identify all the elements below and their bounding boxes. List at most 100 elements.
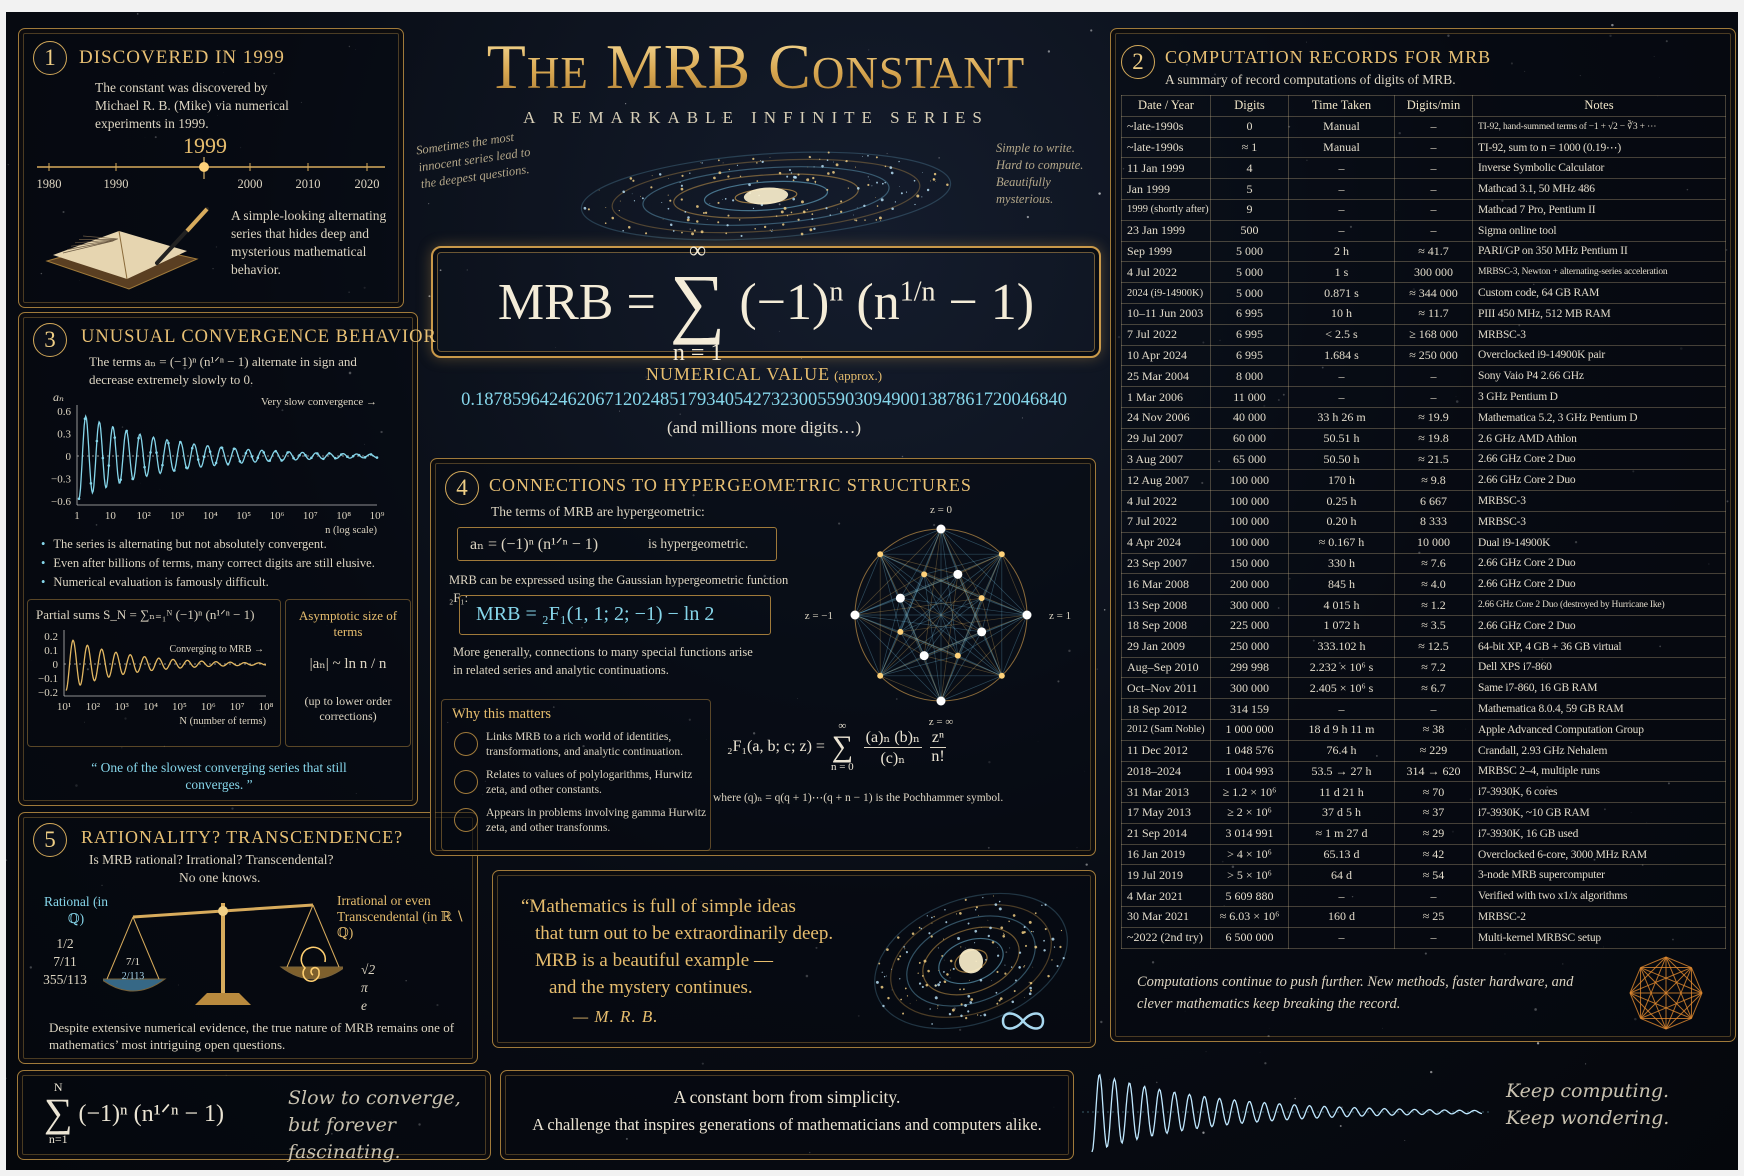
heading: Unusual convergence behavior <box>81 327 437 347</box>
graph-edge <box>940 655 959 702</box>
table-cell: – <box>1394 365 1473 388</box>
star-edge <box>1629 967 1642 994</box>
graph-edge <box>981 554 1003 599</box>
galaxy-arm <box>922 926 1020 996</box>
graph-edge <box>879 597 982 677</box>
table-cell: ≈ 12.5 <box>1394 635 1473 658</box>
rational-examples: 1/2 7/11 355/113 <box>35 935 95 989</box>
table-cell: 2.232 × 10⁶ s <box>1288 656 1395 679</box>
y-tick-label: −0.3 <box>51 474 71 486</box>
graph-edge <box>879 553 1003 677</box>
table-cell: 330 h <box>1288 552 1395 575</box>
bullet-list: The series is alternating but not absolu… <box>41 535 374 592</box>
galaxy-star <box>990 980 992 982</box>
y-tick-label: −0.1 <box>38 673 58 685</box>
star <box>6 859 8 861</box>
table-cell: MRBSC-3 <box>1472 510 1726 533</box>
graph-edge <box>854 574 925 616</box>
table-cell: TI-92, sum to n = 1000 (0.19⋯) <box>1472 136 1726 159</box>
galaxy-star <box>983 1013 987 1017</box>
galaxy-star <box>1008 920 1010 923</box>
galaxy-star <box>996 1002 999 1005</box>
x-tick-label: 10⁸ <box>259 701 274 713</box>
galaxy-star <box>909 1003 911 1005</box>
galaxy-star <box>923 959 927 963</box>
galaxy-star <box>672 230 675 232</box>
upper: ∞ <box>838 720 847 732</box>
table-cell: 50.51 h <box>1288 427 1395 450</box>
table-row: 16 Jan 2019 > 4 × 10⁶ 65.13 d ≈ 42 Overclock… <box>1121 843 1726 866</box>
graph-edge <box>923 574 959 656</box>
graph-edge <box>900 631 958 656</box>
galaxy-star <box>856 207 858 209</box>
table-cell: 18 Sep 2012 <box>1121 698 1211 720</box>
star <box>784 431 787 434</box>
table-row: 25 Mar 2004 8 000– – Sony Vaio P4 2.66 GHz <box>1121 365 1726 388</box>
graph-edge <box>854 597 982 616</box>
graph-edge <box>923 574 942 702</box>
galaxy-star <box>1024 965 1026 967</box>
galaxy-star <box>732 199 735 202</box>
galaxy-star <box>1023 926 1026 929</box>
table-row: 30 Mar 2021 ≈ 6.03 × 10⁶ 160 d ≈ 25 MRBSC-2 <box>1121 906 1726 928</box>
table-cell: Custom code, 64 GB RAM <box>1472 282 1726 304</box>
table-cell: ≈ 250 000 <box>1394 344 1473 367</box>
galaxy-star <box>1053 946 1056 948</box>
table-cell: – <box>1394 219 1473 242</box>
galaxy-illustration <box>874 892 1068 1030</box>
table-cell: ≈ 37 <box>1394 802 1473 824</box>
x-tick-label: 10⁴ <box>203 510 218 522</box>
footer-center: A constant born from simplicity. A chall… <box>500 1070 1074 1160</box>
galaxy-star <box>844 161 846 162</box>
table-cell: 2.66 GHz Core 2 Duo <box>1472 614 1726 637</box>
star-icon <box>1629 956 1703 1030</box>
galaxy-star <box>945 921 948 924</box>
graph-edge <box>900 631 1002 677</box>
column-header: Notes <box>1472 95 1726 117</box>
table-cell: 6 500 000 <box>1210 926 1289 949</box>
graph-edge <box>900 528 942 599</box>
galaxy-star <box>681 174 684 177</box>
galaxy-star <box>604 222 607 225</box>
galaxy-star <box>998 999 1001 1002</box>
table-cell: 4 Apr 2024 <box>1121 531 1211 554</box>
table-cell: 7 Jul 2022 <box>1121 323 1211 346</box>
graph-edge <box>880 655 958 677</box>
graph-edge <box>957 574 982 632</box>
x-tick-label: 10⁶ <box>270 510 285 522</box>
graph-node <box>936 524 946 534</box>
graph-edge <box>900 598 942 702</box>
graph-node <box>953 569 963 579</box>
table-cell: 9 <box>1210 198 1289 221</box>
star <box>1205 1051 1207 1053</box>
graph-edge <box>957 574 1028 616</box>
table-row: Aug–Sep 2010 299 998 2.232 × 10⁶ s ≈ 7.2 Del… <box>1121 656 1726 679</box>
galaxy-star <box>811 213 814 216</box>
galaxy-star <box>939 981 941 984</box>
graph-edge <box>879 554 942 702</box>
graph-edge <box>900 597 1003 677</box>
galaxy-star <box>622 229 624 232</box>
book-page <box>53 231 187 279</box>
galaxy-star <box>905 191 908 193</box>
galaxy-star <box>900 192 903 195</box>
galaxy-star <box>942 938 944 940</box>
galaxy-star <box>898 160 900 163</box>
galaxy-star <box>891 207 894 211</box>
galaxy-star <box>1024 944 1027 947</box>
table-cell: ≈ 7.6 <box>1394 552 1473 575</box>
table-cell: 4 Mar 2021 <box>1121 885 1211 908</box>
table-cell: 170 h <box>1288 469 1395 492</box>
table-row: 2024 (i9-14900K) 5 000 0.871 s ≈ 344 000 Cus… <box>1121 282 1726 304</box>
graph-edge <box>854 614 901 633</box>
table-cell: Verified with two x1/x algorithms <box>1472 885 1726 908</box>
partial-sums-box: Partial sums S_N = ∑ₙ₌₁ᴺ (−1)ⁿ (n¹ᐟⁿ − 1… <box>27 599 281 747</box>
table-cell: – <box>1394 157 1473 180</box>
panel-discovery: 1 Discovered in 1999 The constant was di… <box>18 28 404 308</box>
galaxy-star <box>724 198 727 200</box>
galaxy-star <box>717 221 720 224</box>
quote: “Mathematics is full of simple ideas that… <box>521 893 833 1001</box>
table-cell: Manual <box>1288 136 1395 159</box>
graph-edge <box>880 553 1028 616</box>
graph-node <box>919 651 929 661</box>
